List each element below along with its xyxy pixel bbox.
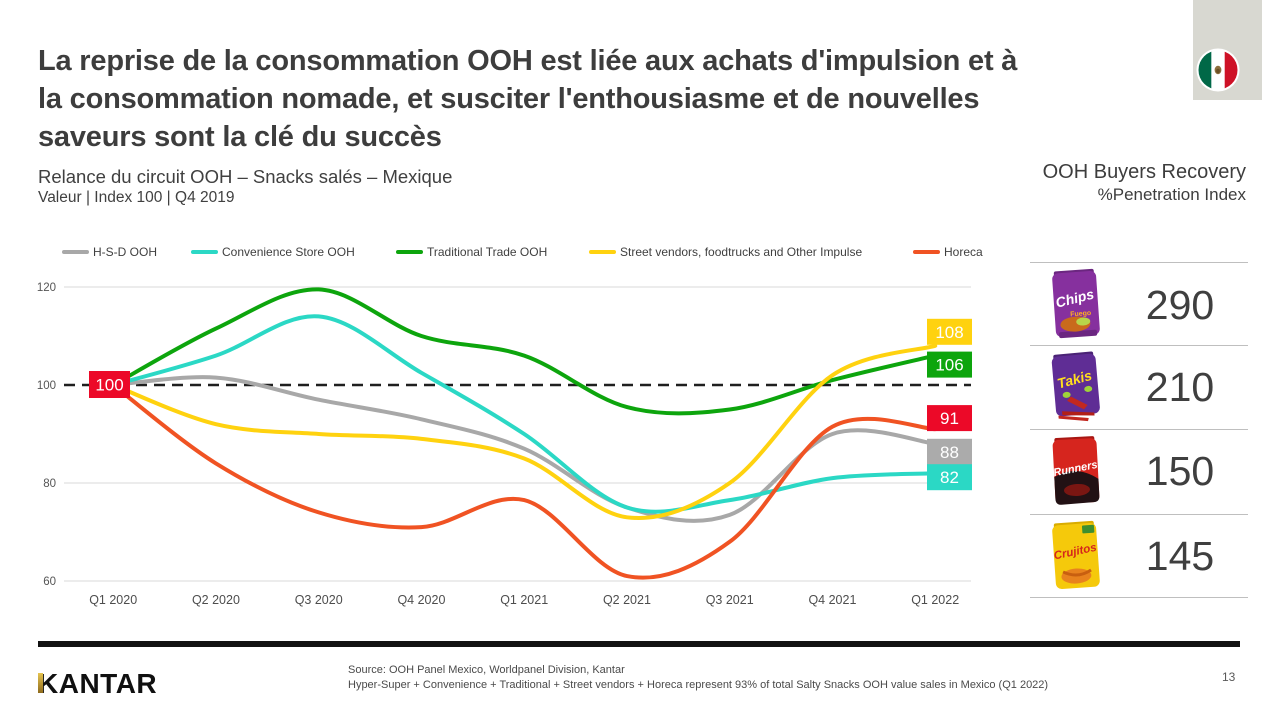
x-tick-label: Q3 2020 — [295, 593, 343, 607]
end-label-box — [927, 318, 972, 345]
end-label-box — [927, 405, 972, 432]
runners-bag-image: Runners — [1052, 436, 1100, 505]
end-label-text: 91 — [940, 409, 959, 428]
legend-swatch-traditional — [396, 249, 423, 255]
takis-bag-image: Takis — [1051, 351, 1100, 422]
legend-item-traditional: Traditional Trade OOH — [396, 245, 547, 259]
footer-divider-bar — [38, 641, 1240, 647]
end-label-box — [927, 438, 972, 465]
row-divider — [1030, 262, 1248, 263]
x-tick-label: Q4 2020 — [397, 593, 445, 607]
legend-label-convenience: Convenience Store OOH — [222, 245, 355, 259]
recovery-title: OOH Buyers Recovery — [1042, 161, 1246, 183]
recovery-value-runners: 150 — [1145, 448, 1215, 494]
row-divider — [1030, 514, 1248, 515]
end-label-text: 108 — [935, 323, 963, 342]
legend-label-horeca: Horeca — [944, 245, 983, 259]
title-line-3: saveurs sont la clé du succès — [38, 121, 442, 153]
source-note: Source: OOH Panel Mexico, Worldpanel Div… — [348, 663, 1048, 692]
x-tick-label: Q2 2020 — [192, 593, 240, 607]
page-number: 13 — [1222, 670, 1236, 684]
recovery-value-crujitos: 145 — [1145, 533, 1215, 579]
start-label-text: 100 — [95, 376, 123, 395]
chart-subtitle-2: Valeur | Index 100 | Q4 2019 — [38, 189, 235, 206]
source-line-1: Source: OOH Panel Mexico, Worldpanel Div… — [348, 664, 625, 676]
x-tick-label: Q4 2021 — [808, 593, 856, 607]
crujitos-bag-image: Crujitos — [1052, 520, 1100, 590]
legend-item-horeca: Horeca — [913, 245, 983, 259]
legend-item-hsd: H-S-D OOH — [62, 245, 157, 259]
y-tick-label: 80 — [43, 478, 56, 490]
legend-swatch-hsd — [62, 249, 89, 255]
recovery-panel-header: OOH Buyers Recovery %Penetration Index — [1043, 160, 1246, 206]
mexico-flag-icon — [1196, 48, 1240, 92]
x-tick-label: Q2 2021 — [603, 593, 651, 607]
end-label-text: 106 — [935, 356, 963, 375]
x-tick-label: Q1 2022 — [911, 593, 959, 607]
legend-label-traditional: Traditional Trade OOH — [427, 245, 548, 259]
kantar-logo-gold-bar — [38, 673, 43, 693]
page-title: La reprise de la consommation OOH est li… — [38, 42, 1017, 156]
chart-subtitle: Relance du circuit OOH – Snacks salés – … — [38, 166, 453, 187]
title-line-1: La reprise de la consommation OOH est li… — [38, 45, 1018, 77]
y-tick-label: 120 — [37, 282, 56, 294]
start-label-box — [89, 371, 130, 398]
end-label-box — [927, 351, 972, 378]
y-tick-label: 100 — [37, 380, 56, 392]
line-h-s-d-ooh — [111, 375, 938, 523]
row-divider — [1030, 345, 1248, 346]
x-tick-label: Q1 2020 — [89, 593, 137, 607]
end-label-text: 88 — [940, 443, 959, 462]
legend-label-streetvendors: Street vendors, foodtrucks and Other Imp… — [620, 245, 863, 259]
chips-flavor-text: Fuego — [1070, 310, 1091, 318]
kantar-logo: KANTAR — [38, 668, 158, 699]
x-tick-label: Q1 2021 — [500, 593, 548, 607]
legend-label-hsd: H-S-D OOH — [93, 245, 157, 259]
flag-banner — [1193, 0, 1262, 100]
source-line-2: Hyper-Super + Convenience + Traditional … — [348, 678, 1049, 691]
title-line-2: la consommation nomade, et susciter l'en… — [38, 83, 980, 115]
legend-item-streetvendors: Street vendors, foodtrucks and Other Imp… — [589, 245, 862, 259]
row-divider — [1030, 597, 1248, 598]
chips-bag-image: Chips Fuego — [1052, 268, 1100, 339]
x-tick-label: Q3 2021 — [706, 593, 754, 607]
line-traditional-trade-ooh — [111, 287, 938, 416]
row-divider — [1030, 429, 1248, 430]
recovery-value-takis: 210 — [1145, 364, 1215, 410]
legend-swatch-horeca — [913, 249, 940, 255]
line-convenience-store-ooh — [111, 314, 938, 514]
y-tick-label: 60 — [43, 576, 56, 588]
recovery-subtitle: %Penetration Index — [1097, 185, 1246, 204]
line-horeca — [111, 383, 938, 580]
legend-swatch-convenience — [191, 249, 218, 255]
end-label-text: 82 — [940, 468, 959, 487]
recovery-value-chips: 290 — [1145, 282, 1215, 328]
line-street-vendors-foodtrucks-and-other-impulse — [111, 343, 938, 520]
legend-swatch-streetvendors — [589, 249, 616, 255]
end-label-box — [927, 464, 972, 491]
legend-item-convenience: Convenience Store OOH — [191, 245, 355, 259]
